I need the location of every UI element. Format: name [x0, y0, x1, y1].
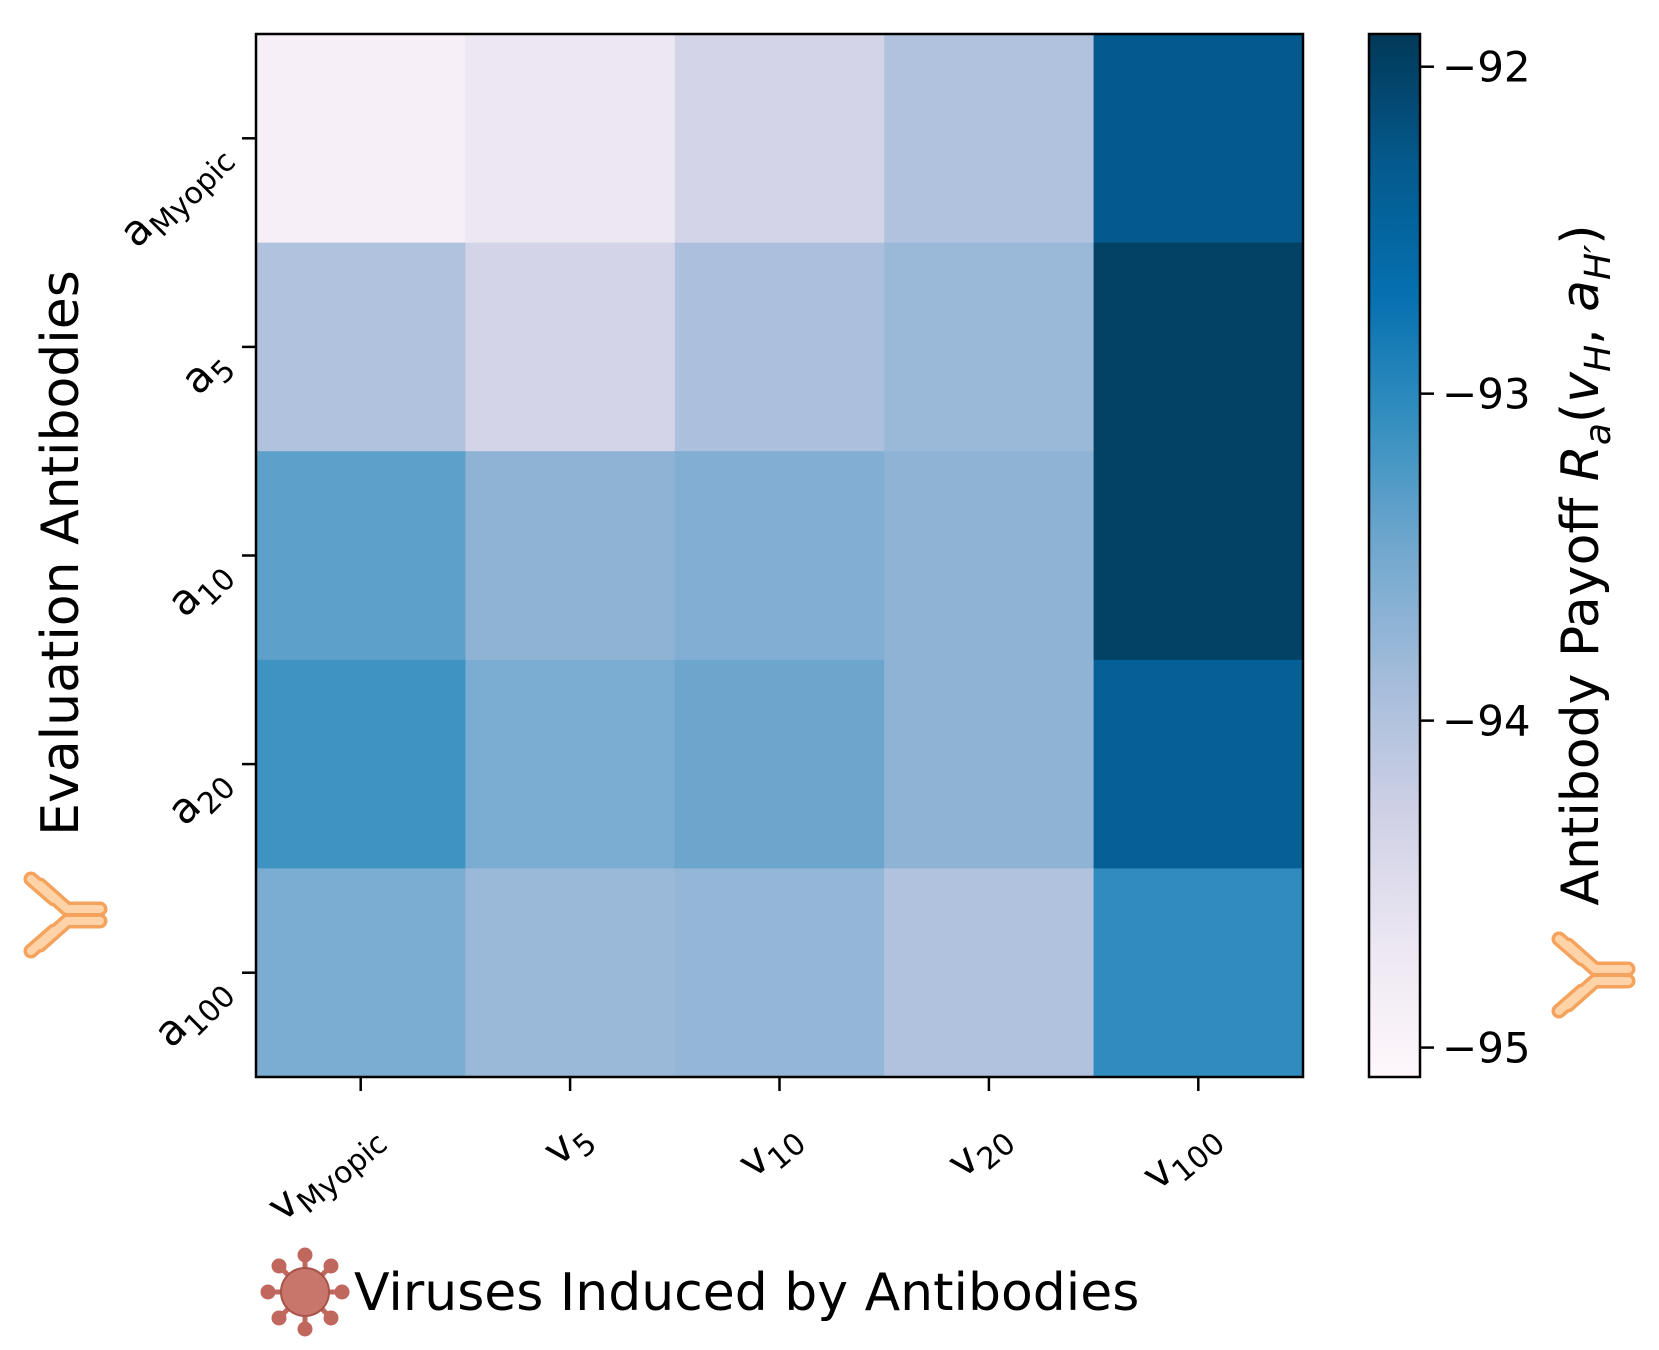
- virus-icon: [260, 1247, 350, 1337]
- antibody-icon: [1551, 931, 1636, 1019]
- colorbar-label-part: Antibody Payoff: [1551, 481, 1611, 905]
- heatmap-cell: [256, 659, 466, 869]
- heatmap-cell: [674, 868, 885, 1078]
- colorbar-label-part: ,: [1551, 312, 1611, 345]
- colorbar-label-part: v: [1551, 371, 1611, 403]
- heatmap-cell: [884, 34, 1095, 244]
- y-tick-label: a5: [171, 337, 243, 409]
- tick-sub: Myopic: [143, 144, 243, 244]
- heatmap-cell: [884, 659, 1095, 869]
- heatmap-cell: [1093, 659, 1304, 869]
- heatmap-cell: [1093, 868, 1304, 1078]
- x-axis-label: Viruses Induced by Antibodies: [354, 1263, 1139, 1323]
- heatmap-cell: [1093, 451, 1304, 661]
- heatmap-cell: [256, 34, 466, 244]
- colorbar-tick-label: −94: [1442, 697, 1531, 746]
- heatmap-cell: [1093, 242, 1304, 452]
- colorbar: [1367, 32, 1422, 1079]
- y-axis-label: Evaluation Antibodies: [31, 270, 91, 836]
- x-tick-label: v10: [728, 1109, 813, 1193]
- colorbar-label: Antibody Payoff Ra(vH, aH′): [1551, 224, 1619, 905]
- x-tick-label: v100: [1132, 1109, 1232, 1205]
- tick-sub: Myopic: [291, 1126, 395, 1221]
- heatmap-cell: [674, 34, 885, 244]
- y-tick-label: a20: [157, 755, 243, 841]
- antibody-icon: [23, 871, 108, 959]
- colorbar-label-part: H: [1578, 345, 1619, 372]
- x-tick-label: v5: [533, 1109, 603, 1181]
- x-tick-label: v20: [938, 1109, 1023, 1193]
- heatmap-cell: [256, 868, 466, 1078]
- colorbar-label-part: a: [1578, 423, 1619, 445]
- heatmap-cell: [465, 242, 676, 452]
- heatmap-cell: [256, 242, 466, 452]
- colorbar-label-part: R: [1551, 445, 1611, 481]
- y-tick-label: a10: [157, 546, 243, 632]
- heatmap-cell: [674, 451, 885, 661]
- colorbar-label-part: ): [1551, 224, 1611, 244]
- heatmap-cell: [465, 34, 676, 244]
- colorbar-label-part: H′: [1578, 245, 1619, 280]
- heatmap-cell: [674, 242, 885, 452]
- y-tick-label: aMyopic: [109, 129, 242, 262]
- colorbar-label-part: a: [1551, 280, 1611, 312]
- colorbar-tick-label: −95: [1442, 1024, 1531, 1073]
- heatmap-cell: [465, 868, 676, 1078]
- heatmap-cell: [674, 659, 885, 869]
- y-tick-label: a100: [144, 963, 243, 1062]
- heatmap-cell: [1093, 34, 1304, 244]
- colorbar-label-part: (: [1551, 403, 1611, 423]
- heatmap-cell: [884, 868, 1095, 1078]
- colorbar-tick-label: −93: [1442, 370, 1531, 419]
- heatmap-cell: [884, 451, 1095, 661]
- heatmap-cell: [465, 451, 676, 661]
- heatmap-cell: [465, 659, 676, 869]
- heatmap-cell: [884, 242, 1095, 452]
- colorbar-tick-label: −92: [1442, 43, 1531, 92]
- x-tick-label: vMyopic: [257, 1109, 394, 1237]
- heatmap-cell: [256, 451, 466, 661]
